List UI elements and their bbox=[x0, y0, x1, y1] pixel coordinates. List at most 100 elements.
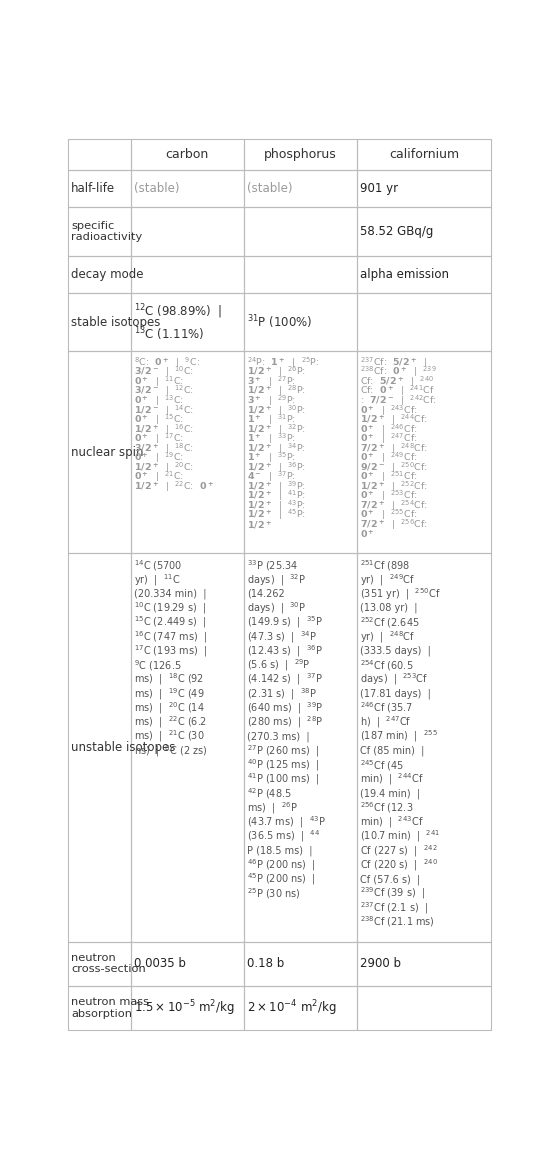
Text: $\mathbf{0^+}$  |  $^{255}$Cf:: $\mathbf{0^+}$ | $^{255}$Cf: bbox=[360, 508, 417, 523]
Text: californium: californium bbox=[389, 148, 459, 161]
Bar bbox=[131, 207, 244, 256]
Text: $^{17}$C (193 ms)  |: $^{17}$C (193 ms) | bbox=[134, 643, 207, 658]
Text: $\mathbf{1/2^+}$  |  $^{20}$C:: $\mathbf{1/2^+}$ | $^{20}$C: bbox=[134, 460, 194, 474]
Text: $^{10}$C (19.29 s)  |: $^{10}$C (19.29 s) | bbox=[134, 600, 206, 616]
Text: alpha emission: alpha emission bbox=[360, 268, 449, 281]
Text: Cf (220 s)  |  $^{240}$: Cf (220 s) | $^{240}$ bbox=[360, 857, 438, 872]
Text: 0.18 b: 0.18 b bbox=[247, 957, 284, 971]
Text: $^{252}$Cf (2.645: $^{252}$Cf (2.645 bbox=[360, 616, 419, 629]
Text: (stable): (stable) bbox=[134, 182, 179, 196]
Text: $^{254}$Cf (60.5: $^{254}$Cf (60.5 bbox=[360, 658, 413, 672]
Bar bbox=[131, 170, 244, 207]
Text: 2900 b: 2900 b bbox=[360, 957, 401, 971]
Text: $\mathbf{0^+}$  |  $^{19}$C:: $\mathbf{0^+}$ | $^{19}$C: bbox=[134, 450, 184, 465]
Bar bbox=[68, 553, 131, 942]
Text: phosphorus: phosphorus bbox=[264, 148, 337, 161]
Text: $^{24}$P:  $\mathbf{1^+}$  |  $^{25}$P:: $^{24}$P: $\mathbf{1^+}$ | $^{25}$P: bbox=[247, 355, 319, 370]
Text: (333.5 days)  |: (333.5 days) | bbox=[360, 646, 431, 656]
Text: (36.5 ms)  |  $^{44}$: (36.5 ms) | $^{44}$ bbox=[247, 828, 320, 845]
Text: (640 ms)  |  $^{39}$P: (640 ms) | $^{39}$P bbox=[247, 700, 323, 716]
Text: $^{239}$Cf (39 s)  |: $^{239}$Cf (39 s) | bbox=[360, 885, 425, 901]
Text: 0.0035 b: 0.0035 b bbox=[134, 957, 186, 971]
Bar bbox=[357, 942, 491, 986]
Text: decay mode: decay mode bbox=[71, 268, 144, 281]
Text: carbon: carbon bbox=[166, 148, 209, 161]
Text: $\mathbf{0^+}$  |  $^{249}$Cf:: $\mathbf{0^+}$ | $^{249}$Cf: bbox=[360, 450, 417, 465]
Text: $^{12}$C (98.89%)  |: $^{12}$C (98.89%) | bbox=[134, 303, 222, 322]
Bar bbox=[244, 256, 357, 294]
Bar bbox=[68, 207, 131, 256]
Text: $\mathbf{7/2^+}$  |  $^{256}$Cf:: $\mathbf{7/2^+}$ | $^{256}$Cf: bbox=[360, 517, 428, 532]
Bar bbox=[131, 986, 244, 1030]
Text: $\mathbf{0^+}$  |  $^{17}$C:: $\mathbf{0^+}$ | $^{17}$C: bbox=[134, 432, 184, 447]
Text: min)  |  $^{243}$Cf: min) | $^{243}$Cf bbox=[360, 815, 424, 830]
Text: $\mathbf{3/2^+}$  |  $^{18}$C:: $\mathbf{3/2^+}$ | $^{18}$C: bbox=[134, 441, 194, 456]
Text: (12.43 s)  |  $^{36}$P: (12.43 s) | $^{36}$P bbox=[247, 643, 323, 658]
Text: (2.31 s)  |  $^{38}$P: (2.31 s) | $^{38}$P bbox=[247, 686, 317, 701]
Text: (14.262: (14.262 bbox=[247, 589, 284, 599]
Text: (47.3 s)  |  $^{34}$P: (47.3 s) | $^{34}$P bbox=[247, 628, 317, 644]
Bar bbox=[68, 986, 131, 1030]
Text: Cf (85 min)  |: Cf (85 min) | bbox=[360, 745, 424, 757]
Text: $^{237}$Cf (2.1 s)  |: $^{237}$Cf (2.1 s) | bbox=[360, 900, 428, 915]
Text: 58.52 GBq/g: 58.52 GBq/g bbox=[360, 226, 433, 238]
Text: ms)  |  $^{19}$C (49: ms) | $^{19}$C (49 bbox=[134, 686, 204, 701]
Bar bbox=[357, 139, 491, 170]
Bar bbox=[68, 942, 131, 986]
Text: $\mathbf{0^+}$  |  $^{11}$C:: $\mathbf{0^+}$ | $^{11}$C: bbox=[134, 375, 184, 389]
Text: $^{256}$Cf (12.3: $^{256}$Cf (12.3 bbox=[360, 801, 413, 816]
Text: $\mathbf{0^+}$  |  $^{21}$C:: $\mathbf{0^+}$ | $^{21}$C: bbox=[134, 470, 184, 485]
Text: $^{246}$Cf (35.7: $^{246}$Cf (35.7 bbox=[360, 701, 413, 715]
Text: $^{13}$C (1.11%): $^{13}$C (1.11%) bbox=[134, 325, 204, 342]
Text: $\mathbf{1^+}$  |  $^{31}$P:: $\mathbf{1^+}$ | $^{31}$P: bbox=[247, 413, 296, 427]
Text: neutron
cross-section: neutron cross-section bbox=[71, 953, 146, 974]
Text: $2\times10^{-4}$ m$^2$/kg: $2\times10^{-4}$ m$^2$/kg bbox=[247, 998, 336, 1017]
Text: $\mathbf{0^+}$  |  $^{251}$Cf:: $\mathbf{0^+}$ | $^{251}$Cf: bbox=[360, 470, 417, 485]
Text: half-life: half-life bbox=[71, 182, 115, 196]
Text: $\mathbf{1/2^+}$  |  $^{32}$P:: $\mathbf{1/2^+}$ | $^{32}$P: bbox=[247, 422, 306, 436]
Text: $\mathbf{1/2^+}$  |  $^{45}$P:: $\mathbf{1/2^+}$ | $^{45}$P: bbox=[247, 508, 306, 523]
Text: days)  |  $^{32}$P: days) | $^{32}$P bbox=[247, 572, 306, 588]
Text: $\mathbf{1/2^+}$: $\mathbf{1/2^+}$ bbox=[247, 518, 272, 531]
Text: days)  |  $^{30}$P: days) | $^{30}$P bbox=[247, 600, 306, 616]
Text: :  $\mathbf{7/2^-}$  |  $^{242}$Cf:: : $\mathbf{7/2^-}$ | $^{242}$Cf: bbox=[360, 393, 437, 408]
Text: Cf (57.6 s)  |: Cf (57.6 s) | bbox=[360, 874, 420, 884]
Text: 901 yr: 901 yr bbox=[360, 182, 398, 196]
Text: $\mathbf{1/2^+}$  |  $^{252}$Cf:: $\mathbf{1/2^+}$ | $^{252}$Cf: bbox=[360, 479, 428, 494]
Text: P (18.5 ms)  |: P (18.5 ms) | bbox=[247, 846, 312, 856]
Text: $^{245}$Cf (45: $^{245}$Cf (45 bbox=[360, 758, 404, 773]
Text: h)  |  $^{247}$Cf: h) | $^{247}$Cf bbox=[360, 714, 411, 730]
Text: $\mathbf{1/2^+}$  |  $^{39}$P:: $\mathbf{1/2^+}$ | $^{39}$P: bbox=[247, 479, 306, 494]
Text: $^{46}$P (200 ns)  |: $^{46}$P (200 ns) | bbox=[247, 857, 316, 872]
Bar bbox=[244, 986, 357, 1030]
Text: $^{40}$P (125 ms)  |: $^{40}$P (125 ms) | bbox=[247, 757, 319, 773]
Text: neutron mass
absorption: neutron mass absorption bbox=[71, 997, 149, 1018]
Text: $\mathbf{0^+}$  |  $^{243}$Cf:: $\mathbf{0^+}$ | $^{243}$Cf: bbox=[360, 403, 417, 418]
Bar bbox=[131, 352, 244, 553]
Text: $^{238}$Cf:  $\mathbf{0^+}$  |  $^{239}$: $^{238}$Cf: $\mathbf{0^+}$ | $^{239}$ bbox=[360, 364, 437, 379]
Bar bbox=[244, 553, 357, 942]
Text: $^{16}$C (747 ms)  |: $^{16}$C (747 ms) | bbox=[134, 628, 207, 644]
Text: ms)  |  $^{21}$C (30: ms) | $^{21}$C (30 bbox=[134, 729, 204, 744]
Bar bbox=[357, 553, 491, 942]
Text: Cf:  $\mathbf{5/2^+}$  |  $^{240}$: Cf: $\mathbf{5/2^+}$ | $^{240}$ bbox=[360, 375, 434, 389]
Bar bbox=[357, 207, 491, 256]
Bar bbox=[244, 207, 357, 256]
Text: $\mathbf{0^+}$: $\mathbf{0^+}$ bbox=[360, 529, 375, 540]
Text: $\mathbf{1/2^+}$  |  $^{16}$C:: $\mathbf{1/2^+}$ | $^{16}$C: bbox=[134, 422, 194, 436]
Text: nuclear spin: nuclear spin bbox=[71, 445, 144, 458]
Text: $\mathbf{1/2^+}$  |  $^{22}$C:  $\mathbf{0^+}$: $\mathbf{1/2^+}$ | $^{22}$C: $\mathbf{0^… bbox=[134, 479, 214, 494]
Text: $^{9}$C (126.5: $^{9}$C (126.5 bbox=[134, 658, 181, 672]
Text: yr)  |  $^{248}$Cf: yr) | $^{248}$Cf bbox=[360, 628, 415, 644]
Text: ms)  |  $^{22}$C (6.2: ms) | $^{22}$C (6.2 bbox=[134, 714, 207, 730]
Text: $\mathbf{1/2^-}$  |  $^{14}$C:: $\mathbf{1/2^-}$ | $^{14}$C: bbox=[134, 403, 194, 418]
Text: $\mathbf{0^+}$  |  $^{13}$C:: $\mathbf{0^+}$ | $^{13}$C: bbox=[134, 393, 184, 408]
Text: (4.142 s)  |  $^{37}$P: (4.142 s) | $^{37}$P bbox=[247, 671, 323, 687]
Text: (13.08 yr)  |: (13.08 yr) | bbox=[360, 603, 417, 613]
Text: $\mathbf{4^-}$  |  $^{37}$P:: $\mathbf{4^-}$ | $^{37}$P: bbox=[247, 470, 296, 485]
Bar bbox=[68, 294, 131, 352]
Text: $\mathbf{1/2^+}$  |  $^{43}$P:: $\mathbf{1/2^+}$ | $^{43}$P: bbox=[247, 499, 306, 513]
Text: $\mathbf{1/2^+}$  |  $^{28}$P:: $\mathbf{1/2^+}$ | $^{28}$P: bbox=[247, 384, 306, 398]
Text: $\mathbf{0^+}$  |  $^{247}$Cf:: $\mathbf{0^+}$ | $^{247}$Cf: bbox=[360, 432, 417, 447]
Text: $\mathbf{7/2^+}$  |  $^{254}$Cf:: $\mathbf{7/2^+}$ | $^{254}$Cf: bbox=[360, 499, 428, 513]
